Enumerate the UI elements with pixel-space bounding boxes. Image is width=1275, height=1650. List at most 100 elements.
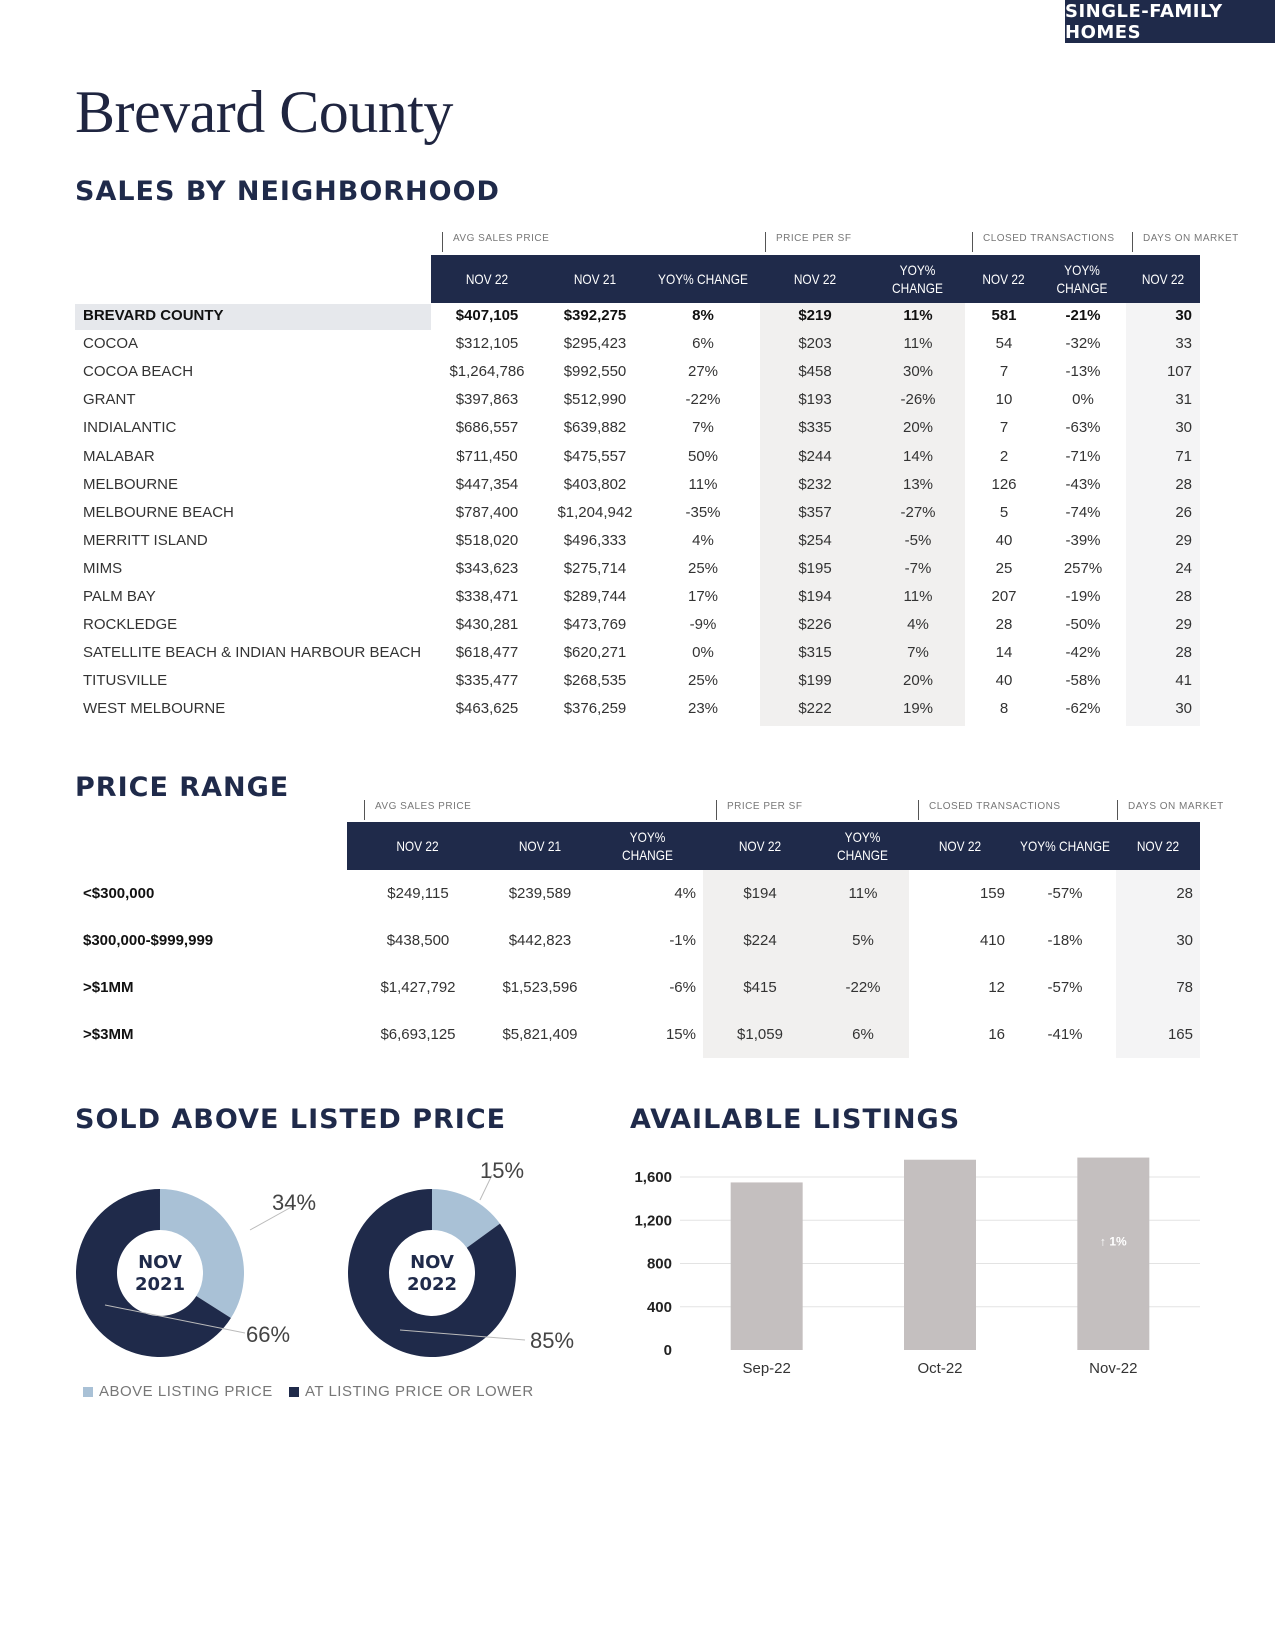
nb-avg21: $275,714 [563,559,627,577]
nb-avg21: $473,769 [563,616,627,634]
nb-ct22: 2 [999,447,1009,465]
table-row: <$300,000 $249,115 $239,589 4% $194 11% 159 -57… [0,885,1275,907]
nb-psfyoy: -26% [900,391,936,409]
y-tick-label: 800 [647,1256,672,1273]
nb-psf22: $458 [798,363,832,381]
pr-ctyoy: -57% [1047,979,1083,996]
nb-avg21: $475,557 [563,447,627,465]
nb-avg22: $312,105 [455,335,519,353]
nb-name: MELBOURNE BEACH [83,503,234,521]
table-row: MALABAR $711,450 $475,557 50% $244 14% 2 -71% 71 [0,448,1275,470]
nb-header-0: NOV 22 [465,271,509,287]
nb-name: SATELLITE BEACH & INDIAN HARBOUR BEACH [83,644,422,662]
nb-header-6: YOY% CHANGE [1056,262,1108,296]
table-row: MERRITT ISLAND $518,020 $496,333 4% $254 -5% 4… [0,532,1275,554]
nb-ct22: 40 [995,531,1013,549]
nb-psf22: $219 [798,307,832,324]
bar-sep-22 [730,1182,803,1350]
nb-name: INDIALANTIC [83,419,177,437]
pr-psf22: $224 [743,932,777,949]
table-row: MIMS $343,623 $275,714 25% $195 -7% 25 257% 24 [0,560,1275,582]
donut-slice-below [348,1189,516,1357]
pr-group-days-on-market: DAYS ON MARKET [1117,800,1224,820]
nb-psf22: $193 [798,391,832,409]
nb-avg22: $1,264,786 [449,363,525,381]
nb-avgyoy: 23% [687,700,719,718]
bar-nov-22 [1077,1157,1150,1350]
pr-ctyoy: -57% [1047,885,1083,902]
nb-avg22: $447,354 [455,475,519,493]
nb-avg22: $618,477 [455,644,519,662]
nb-avg21: $376,259 [563,700,627,718]
pr-ct22: 16 [988,1026,1005,1043]
table-row: INDIALANTIC $686,557 $639,882 7% $335 20% 7 -63… [0,419,1275,441]
nb-ct22: 10 [995,391,1013,409]
available-listings-bar-chart: 0 400 800 1,200 1,600 Sep-22 Oct-22 Nov-22 ↑ 1% [634,1157,1200,1377]
nb-avgyoy: 8% [692,307,714,324]
pr-header-1: NOV 21 [518,838,562,854]
nb-name: MALABAR [83,447,155,465]
pr-header-2: YOY% CHANGE [622,829,673,863]
table-row: $300,000-$999,999 $438,500 $442,823 -1% $224… [0,932,1275,954]
nb-ctyoy: 0% [1072,391,1094,409]
nb-ct22: 7 [999,363,1009,381]
pr-ct22: 159 [979,885,1005,902]
nb-county-highlight [75,304,431,330]
donut-center-label: 2021 [135,1274,185,1295]
donut-leader-line-above [249,1204,296,1231]
nb-dom22: 71 [1175,447,1192,465]
pr-psf22: $415 [743,979,777,996]
pr-header-4: YOY% CHANGE [837,829,888,863]
donut-label-above: 34% [272,1190,316,1215]
pr-avg21: $239,589 [508,885,572,902]
pr-avg22: $6,693,125 [380,1026,456,1043]
x-tick-label: Sep-22 [742,1360,790,1377]
pr-psfyoy: 11% [848,885,878,902]
nb-ctyoy: -42% [1065,644,1101,662]
legend-above-swatch [83,1386,93,1397]
pr-psf22: $194 [743,885,777,902]
pr-header-5: NOV 22 [938,838,982,854]
nb-psfyoy: 19% [902,700,934,718]
nb-avgyoy: 17% [687,588,719,605]
category-badge: SINGLE-FAMILY HOMES [1065,0,1275,43]
nb-psf22: $222 [798,700,832,718]
donut-label-above: 15% [480,1158,524,1183]
y-tick-label: 1,600 [634,1169,672,1186]
nb-psf22: $315 [798,644,832,662]
nb-psf22: $335 [798,419,832,437]
nb-avgyoy: 6% [692,335,714,353]
nb-avg21: $639,882 [563,419,627,437]
nb-header-2: YOY% CHANGE [658,271,748,287]
nb-header-5: NOV 22 [982,271,1025,287]
pr-range-name: >$1MM [83,979,134,996]
nb-avg21: $295,423 [563,335,627,353]
pr-range-name: $300,000-$999,999 [83,932,214,949]
nb-psfyoy: -7% [904,559,932,577]
nb-ctyoy: -58% [1065,672,1101,690]
nb-dom22: 28 [1175,644,1192,662]
pr-shade-days-on-market [1116,869,1200,1058]
table-row: MELBOURNE BEACH $787,400 $1,204,942 -35% $35… [0,504,1275,526]
nb-psfyoy: 4% [907,616,929,634]
nb-avgyoy: 7% [692,419,714,437]
pr-ctyoy: -18% [1047,932,1083,949]
table-row: MELBOURNE $447,354 $403,802 11% $232 13% 126 -4… [0,476,1275,498]
nb-name: WEST MELBOURNE [83,700,226,718]
nb-psf22: $203 [798,335,832,353]
nb-header-1: NOV 21 [573,271,617,287]
nb-avgyoy: 25% [687,672,719,690]
nb-dom22: 31 [1175,391,1192,409]
nb-county-row: BREVARD COUNTY $407,105 $392,275 8% $219 11% 5… [0,307,1275,329]
nb-header-4: YOY% CHANGE [892,262,943,296]
nb-avg21: $1,204,942 [557,503,633,521]
nb-group-price-per-sf: PRICE PER SF [765,232,851,252]
nb-psf22: $244 [798,447,832,465]
nb-dom22: 30 [1175,700,1192,718]
table-row: WEST MELBOURNE $463,625 $376,259 23% $222 19%… [0,700,1275,722]
nb-avg22: $343,623 [455,559,519,577]
nb-avg22: $787,400 [455,503,519,521]
nb-ctyoy: -21% [1065,307,1101,324]
nb-ctyoy: -62% [1065,700,1101,718]
nb-avg21: $268,535 [563,672,627,690]
